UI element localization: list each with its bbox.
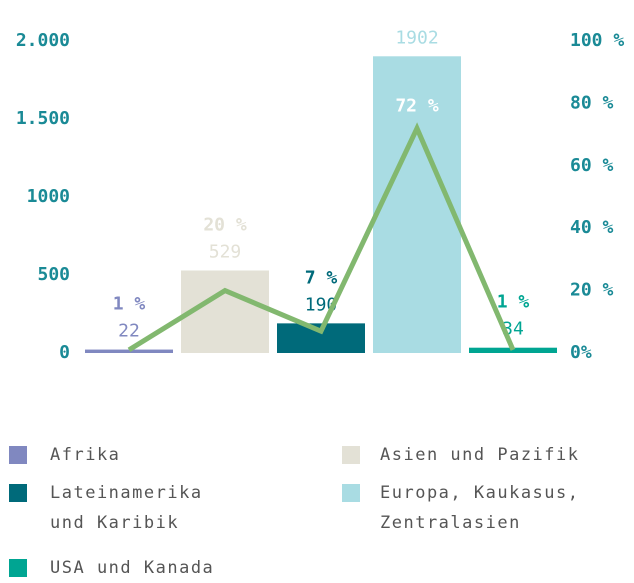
legend-label: Asien und Pazifik xyxy=(380,445,580,465)
bar-value-label: 529 xyxy=(209,241,242,262)
legend-label: USA und Kanada xyxy=(50,558,215,578)
legend-swatch xyxy=(342,484,360,502)
line-value-label: 20 % xyxy=(203,214,247,235)
chart: 0 500 1000 1.500 2.000 0% 20 % 40 % 60 % 80 % 100 … xyxy=(16,27,625,363)
legend-label: Europa, Kaukasus, Zentralasien xyxy=(380,483,580,533)
legend-swatch xyxy=(342,446,360,464)
bar xyxy=(469,347,557,353)
y2-tick-label: 20 % xyxy=(570,280,614,301)
legend-label: Afrika xyxy=(50,445,121,465)
line-value-label: 72 % xyxy=(395,95,439,116)
y2-tick-label: 100 % xyxy=(570,30,624,51)
bar xyxy=(373,56,461,354)
y2-tick-label: 0% xyxy=(570,342,592,363)
line-value-label: 1 % xyxy=(113,294,146,315)
y2-tick-label: 60 % xyxy=(570,155,614,176)
line xyxy=(127,122,516,353)
bar xyxy=(181,270,269,353)
y-tick-label: 500 xyxy=(37,264,70,285)
line-value-label: 1 % xyxy=(497,292,530,313)
bar-value-label: 22 xyxy=(118,321,140,342)
bar xyxy=(85,349,173,353)
legend-label: Lateinamerika und Karibik xyxy=(50,483,203,533)
line-value-label: 7 % xyxy=(305,267,338,288)
y-tick-label: 0 xyxy=(59,342,70,363)
y-tick-label: 2.000 xyxy=(16,30,70,51)
y2-tick-label: 40 % xyxy=(570,217,614,238)
legend-swatch xyxy=(9,559,27,577)
y-tick-label: 1.500 xyxy=(16,108,70,129)
legend-swatch xyxy=(9,446,27,464)
y2-tick-label: 80 % xyxy=(570,92,614,113)
bar-value-label: 1902 xyxy=(395,27,438,48)
legend-swatch xyxy=(9,484,27,502)
y-tick-label: 1000 xyxy=(27,186,70,207)
